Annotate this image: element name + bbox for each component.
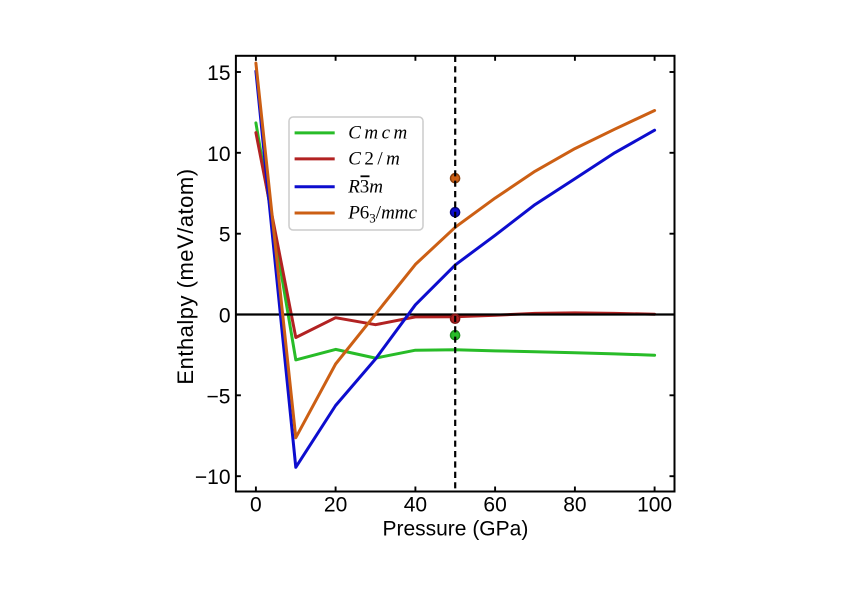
svg-text:0: 0 (219, 305, 231, 328)
svg-text:Enthalpy (meV/atom): Enthalpy (meV/atom) (173, 168, 198, 384)
svg-text:R3m: R3m (347, 177, 383, 198)
svg-text:−10: −10 (195, 466, 231, 489)
svg-text:40: 40 (404, 493, 427, 516)
svg-text:15: 15 (207, 62, 230, 85)
svg-text:Cmcm: Cmcm (348, 123, 411, 144)
svg-text:10: 10 (207, 143, 230, 166)
svg-text:60: 60 (483, 493, 506, 516)
svg-text:80: 80 (563, 493, 586, 516)
svg-text:C2/m: C2/m (348, 149, 403, 170)
svg-text:−5: −5 (207, 385, 231, 408)
svg-text:0: 0 (250, 493, 262, 516)
svg-text:Pressure (GPa): Pressure (GPa) (382, 518, 528, 541)
svg-text:P63/mmc: P63/mmc (347, 203, 417, 226)
svg-text:20: 20 (324, 493, 347, 516)
svg-text:100: 100 (637, 493, 672, 516)
svg-text:5: 5 (219, 224, 231, 247)
